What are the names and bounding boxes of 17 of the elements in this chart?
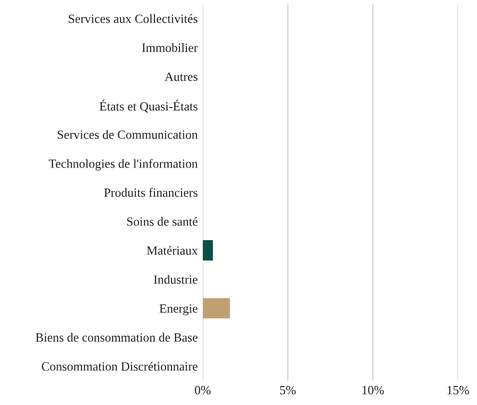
y-tick-label: Services aux Collectivités [68,14,198,23]
y-tick-label: Immobilier [142,43,198,52]
y-tick-label: Autres [164,72,198,81]
y-tick-label: Industrie [154,274,198,284]
y-tick-label: Consommation Discrétionnaire [42,362,198,371]
x-tick-label: 10% [362,386,384,394]
x-tick-label: 15% [448,386,469,394]
y-tick-label: Services de Communication [58,130,198,139]
y-tick-label: Soins de santé [127,216,198,226]
x-tick-label: 0% [194,386,211,394]
y-tick-label: Technologies de l'information [48,159,198,170]
y-tick-label: Produits financiers [104,188,198,197]
y-tick-label: Biens de consommation de Base [36,332,198,342]
x-tick-label: 5% [280,386,296,394]
y-tick-label: Energie [160,304,198,316]
y-tick-label: États et Quasi-États [100,100,198,113]
y-tick-label: Matériaux [146,246,198,255]
